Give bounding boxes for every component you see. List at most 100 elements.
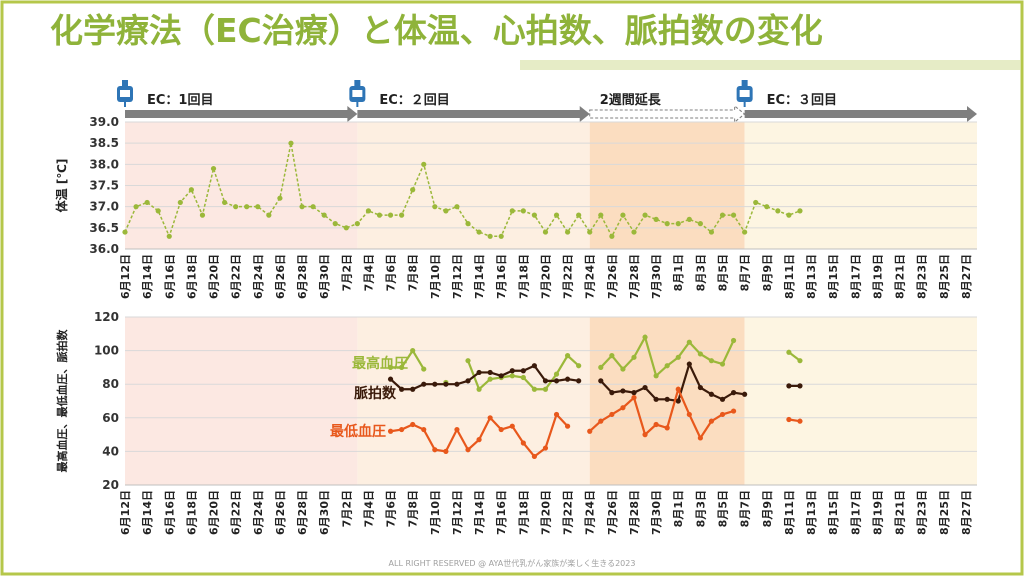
temperature-chart: 36.0 36.5 37.0 37.5 38.0 38.5 39.0 体温 [℃] 6月12日 6… — [54, 115, 977, 299]
temp-point — [376, 212, 383, 218]
x-tick-label: 6月28日 — [296, 490, 309, 535]
pulse-point — [719, 396, 726, 402]
x-tick-label: 8月15日 — [827, 254, 840, 299]
x-tick-label: 6月22日 — [230, 490, 243, 535]
pulse-point — [631, 390, 637, 396]
systolic-line — [390, 348, 425, 370]
temp-point — [244, 204, 250, 210]
pulse-point — [421, 381, 427, 387]
pulse-point — [531, 363, 538, 369]
temp-point — [642, 212, 648, 218]
diastolic-point — [531, 453, 538, 460]
systolic-point — [598, 364, 604, 370]
temp-point — [531, 212, 538, 218]
systolic-point — [476, 386, 482, 392]
diastolic-point — [653, 421, 659, 428]
x-tick-label: 6月28日 — [296, 254, 309, 299]
systolic-point — [719, 361, 726, 367]
diastolic-point — [509, 423, 515, 429]
pulse-point — [498, 373, 504, 379]
x-tick-label: 6月24日 — [252, 254, 265, 299]
diastolic-point — [432, 447, 438, 453]
temp-point — [177, 199, 183, 206]
diastolic-point — [587, 428, 593, 434]
diastolic-point — [675, 386, 681, 392]
temp-point — [354, 221, 360, 227]
diastolic-point — [697, 435, 703, 441]
temp-point — [631, 229, 637, 235]
x-tick-label: 8月17日 — [849, 490, 862, 535]
temp-point — [576, 212, 582, 218]
temp-point — [465, 221, 471, 227]
x-tick-label: 7月20日 — [539, 490, 552, 535]
x-tick-label: 7月16日 — [495, 490, 508, 535]
pulse-point — [797, 383, 803, 389]
x-tick-label: 7月14日 — [473, 490, 486, 535]
pulse-point — [564, 376, 571, 382]
temp-point — [233, 204, 239, 210]
phase-background-1 — [125, 317, 358, 485]
x-tick-label: 6月26日 — [274, 490, 287, 535]
x-tick-label: 8月7日 — [739, 254, 752, 291]
x-tick-label: 6月12日 — [119, 254, 132, 299]
systolic-point — [675, 354, 681, 360]
temp-point — [775, 208, 781, 214]
temp-point — [387, 212, 394, 218]
x-tick-label: 8月9日 — [761, 254, 774, 291]
diastolic-point — [730, 408, 737, 414]
x-tick-label: 6月30日 — [318, 490, 331, 535]
temp-point — [365, 208, 372, 214]
phase-label-2: EC：２回目 — [379, 93, 449, 108]
temp-point — [310, 204, 316, 210]
diastolic-point — [664, 425, 670, 431]
phase-label-4: EC：３回目 — [767, 93, 837, 108]
diastolic-point — [387, 428, 394, 434]
diastolic-point — [553, 411, 560, 418]
systolic-point — [410, 348, 416, 354]
systolic-point — [399, 364, 405, 370]
temp-point — [476, 229, 482, 235]
pulse-point — [576, 378, 582, 384]
diastolic-point — [609, 411, 615, 418]
systolic-point — [642, 334, 648, 340]
temp-point — [797, 208, 803, 214]
y-tick-label: 20 — [102, 478, 119, 492]
diastolic-point — [642, 432, 648, 438]
x-tick-label: 6月14日 — [141, 254, 154, 299]
temp-point — [432, 204, 438, 210]
systolic-point — [387, 364, 394, 370]
iv-drip-icon — [736, 80, 753, 107]
phase-label-1: EC：1回目 — [147, 93, 213, 108]
diastolic-series-label: 最低血圧 — [330, 423, 386, 440]
pulse-point — [410, 386, 416, 392]
systolic-point — [576, 363, 582, 369]
diastolic-point — [476, 437, 482, 443]
pulse-point — [399, 386, 405, 392]
y-tick-label: 38.5 — [89, 136, 119, 150]
temp-point — [332, 221, 338, 227]
y-tick-label: 38.0 — [89, 157, 119, 171]
temp-point — [421, 161, 427, 167]
x-tick-label: 7月4日 — [362, 254, 375, 291]
temp-point — [454, 204, 460, 210]
phase-background-4 — [744, 317, 977, 485]
temp-point — [742, 229, 748, 235]
x-tick-label: 7月10日 — [429, 254, 442, 299]
temp-point — [498, 233, 504, 239]
diastolic-point — [421, 426, 427, 433]
temp-point — [410, 187, 416, 193]
x-tick-label: 8月13日 — [805, 490, 818, 535]
temp-point — [587, 229, 593, 235]
systolic-point — [786, 349, 792, 355]
diastolic-point — [686, 411, 692, 418]
temp-point — [730, 212, 737, 218]
temp-point — [564, 229, 571, 235]
temp-point — [753, 199, 759, 206]
x-tick-label: 8月1日 — [672, 490, 685, 527]
x-tick-label: 8月13日 — [805, 254, 818, 299]
x-tick-label: 7月26日 — [606, 490, 619, 535]
diastolic-point — [786, 416, 792, 423]
x-tick-label: 7月2日 — [340, 490, 353, 527]
x-tick-label: 6月24日 — [252, 490, 265, 535]
